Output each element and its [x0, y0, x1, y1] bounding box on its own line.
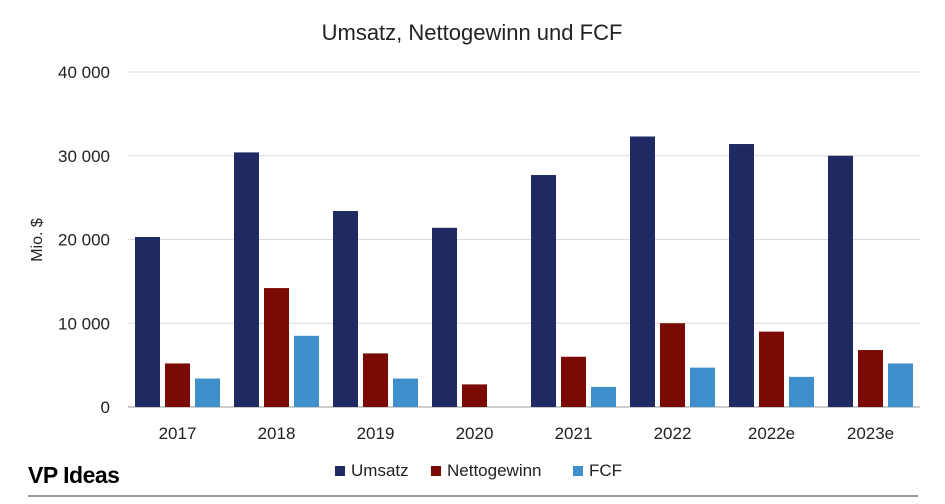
bar-umsatz-2022 [630, 136, 655, 408]
bar-umsatz-2022e [729, 144, 754, 407]
gridlines [128, 71, 920, 408]
y-tick-label: 30 000 [58, 147, 110, 166]
legend-label: FCF [589, 461, 622, 480]
bar-umsatz-2023e [828, 155, 853, 407]
y-axis-label: Mio. $ [29, 218, 46, 262]
x-tick-label: 2023e [847, 424, 894, 443]
x-tick-label: 2017 [159, 424, 197, 443]
bar-nettogewinn-2020 [462, 384, 487, 407]
legend: Umsatz Nettogewinn FCF [335, 461, 622, 480]
x-tick-label: 2022e [748, 424, 795, 443]
bars [135, 136, 913, 408]
legend-label: Nettogewinn [447, 461, 542, 480]
bar-nettogewinn-2022 [660, 323, 685, 407]
bar-umsatz-2018 [234, 152, 259, 407]
bar-fcf-2017 [195, 378, 220, 407]
x-tick-label: 2018 [258, 424, 296, 443]
y-tick-label: 10 000 [58, 314, 110, 333]
bar-fcf-2019 [393, 378, 418, 407]
bar-fcf-2022e [789, 376, 814, 407]
brand-logo: VP Ideas [28, 462, 119, 488]
bar-nettogewinn-2018 [264, 288, 289, 407]
chart-title: Umsatz, Nettogewinn und FCF [322, 20, 623, 45]
bar-umsatz-2020 [432, 227, 457, 407]
bar-fcf-2022 [690, 367, 715, 407]
bar-fcf-2021 [591, 386, 616, 407]
y-tick-label: 0 [101, 398, 110, 417]
bar-nettogewinn-2017 [165, 363, 190, 407]
bar-umsatz-2021 [531, 175, 556, 407]
bar-nettogewinn-2022e [759, 331, 784, 407]
x-tick-label: 2022 [654, 424, 692, 443]
legend-label: Umsatz [351, 461, 409, 480]
legend-swatch-nettogewinn [431, 466, 441, 476]
y-tick-label: 20 000 [58, 231, 110, 250]
y-tick-label: 40 000 [58, 63, 110, 82]
bar-umsatz-2019 [333, 211, 358, 407]
bar-fcf-2018 [294, 335, 319, 407]
bar-umsatz-2017 [135, 236, 160, 407]
bar-nettogewinn-2023e [858, 350, 883, 407]
legend-swatch-umsatz [335, 466, 345, 476]
x-tick-label: 2020 [456, 424, 494, 443]
x-tick-label: 2021 [555, 424, 593, 443]
bar-nettogewinn-2019 [363, 353, 388, 407]
y-axis-ticks: 0 10 000 20 000 30 000 40 000 [58, 63, 110, 417]
x-axis-ticks: 2017 2018 2019 2020 2021 2022 2022e 2023e [159, 424, 895, 443]
bar-fcf-2023e [888, 363, 913, 407]
x-tick-label: 2019 [357, 424, 395, 443]
legend-swatch-fcf [573, 466, 583, 476]
bar-nettogewinn-2021 [561, 356, 586, 407]
